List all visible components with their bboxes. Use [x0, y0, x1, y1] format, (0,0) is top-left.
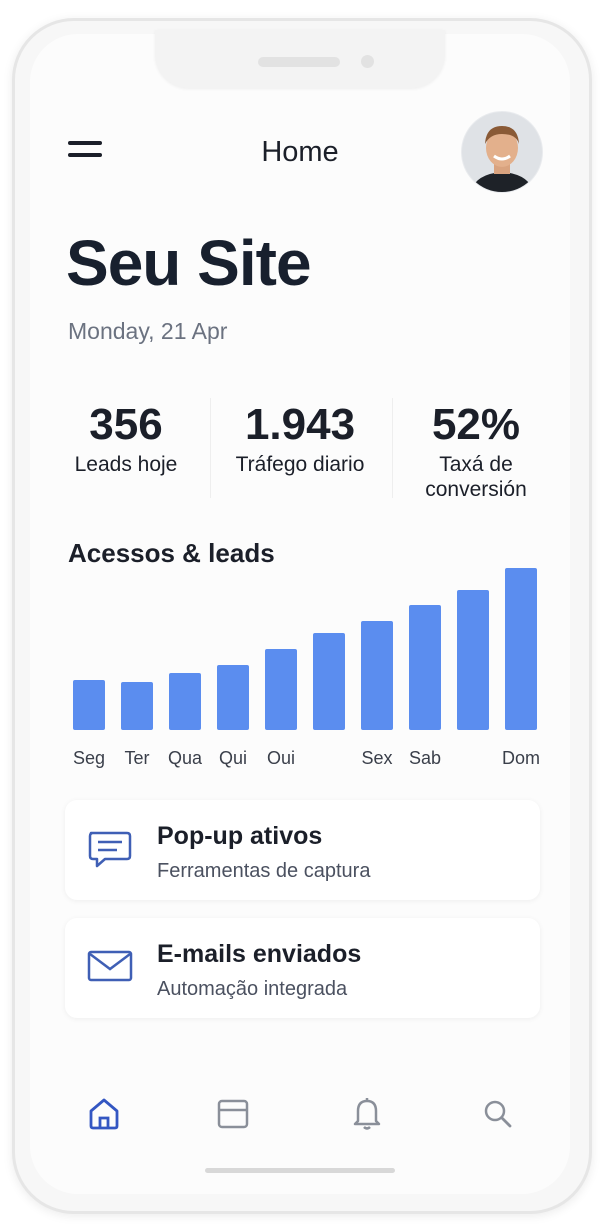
bar	[505, 568, 537, 730]
speaker	[258, 57, 340, 67]
camera	[361, 55, 374, 68]
x-tick-label: Sex	[361, 748, 392, 768]
bar	[121, 682, 153, 730]
stat-label: Taxá de conversión	[425, 453, 527, 501]
bar	[73, 680, 105, 730]
card[interactable]: E-mails enviados Automação integrada	[65, 918, 540, 1018]
home-indicator	[205, 1168, 395, 1173]
bar	[217, 665, 249, 730]
stat-label: Leads hoje	[74, 453, 178, 476]
x-tick-label: Ter	[124, 748, 149, 768]
x-tick-label: Seg	[73, 748, 105, 768]
x-tick-label: Dom	[502, 748, 540, 768]
nav-home[interactable]	[88, 1097, 120, 1131]
stat: 356 Leads hoje	[46, 400, 206, 477]
chat-icon	[88, 831, 132, 868]
nav-cards[interactable]	[216, 1098, 250, 1130]
menu-icon[interactable]	[66, 138, 106, 164]
site-date: Monday, 21 Apr	[68, 318, 228, 344]
nav-search[interactable]	[482, 1098, 514, 1130]
x-tick-label: Sab	[409, 748, 441, 768]
bar	[457, 590, 489, 730]
bar	[409, 605, 441, 730]
nav-bell[interactable]	[352, 1096, 382, 1132]
bar	[265, 649, 297, 730]
divider	[210, 398, 211, 498]
card[interactable]: Pop-up ativos Ferramentas de captura	[65, 800, 540, 900]
stat-value: 1.943	[244, 400, 356, 449]
header-title: Home	[261, 136, 339, 168]
card-subtitle: Ferramentas de captura	[157, 860, 371, 882]
stat-value: 52%	[431, 400, 521, 449]
chart: Seg Ter Qua Qui Oui Sex Sab Dom	[73, 568, 540, 768]
x-tick-label: Oui	[267, 748, 295, 768]
stat: 52% Taxá de conversión	[396, 400, 556, 502]
stat: 1.943 Tráfego diario	[220, 400, 380, 477]
site-title: Seu Site	[66, 227, 312, 299]
chart-title: Acessos & leads	[68, 538, 275, 568]
stat-label: Tráfego diario	[235, 453, 365, 476]
avatar[interactable]	[460, 110, 544, 194]
bar	[313, 633, 345, 730]
card-subtitle: Automação integrada	[157, 978, 348, 1000]
card-title: Pop-up ativos	[157, 822, 323, 850]
mail-icon	[87, 950, 133, 982]
stat-value: 356	[89, 400, 163, 449]
x-tick-label: Qui	[219, 748, 247, 768]
card-title: E-mails enviados	[157, 940, 362, 968]
bar	[361, 621, 393, 730]
x-tick-label: Qua	[168, 748, 203, 768]
bar	[169, 673, 201, 730]
divider	[392, 398, 393, 498]
